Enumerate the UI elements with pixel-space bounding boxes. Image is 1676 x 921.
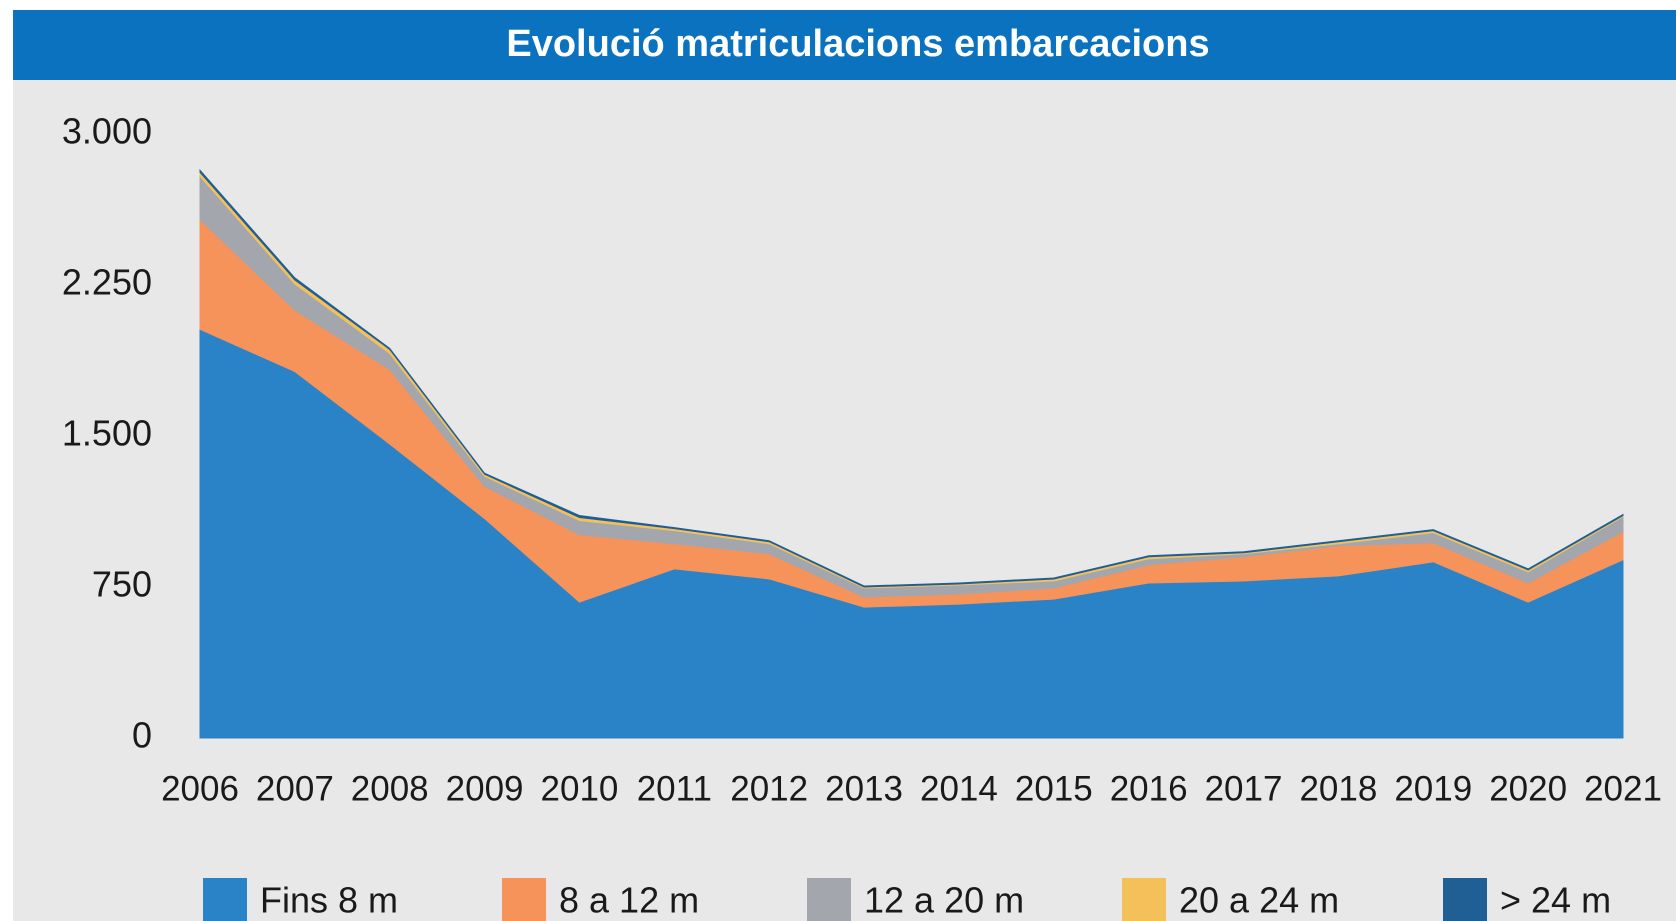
x-tick-label: 2014 (920, 769, 998, 808)
legend-label: Fins 8 m (260, 880, 398, 921)
area (199, 168, 1624, 588)
x-tick-label: 2017 (1205, 769, 1283, 808)
x-tick-label: 2021 (1584, 769, 1662, 808)
legend-swatch (203, 878, 247, 921)
x-tick-label: 2008 (351, 769, 429, 808)
legend-label: 20 a 24 m (1179, 880, 1339, 921)
x-tick-label: 2011 (637, 769, 712, 808)
legend-label: 12 a 20 m (864, 880, 1024, 921)
legend-label: > 24 m (1500, 880, 1611, 921)
x-tick-label: 2015 (1015, 769, 1093, 808)
title-bar (13, 10, 1676, 80)
chart-title: Evolució matriculacions embarcacions (506, 23, 1209, 65)
x-tick-label: 2006 (161, 769, 239, 808)
x-tick-label: 2013 (825, 769, 903, 808)
x-tick-label: 2012 (730, 769, 808, 808)
y-tick-label: 750 (92, 564, 152, 605)
x-tick-label: 2018 (1299, 769, 1377, 808)
x-tick-label: 2016 (1110, 769, 1188, 808)
legend-swatch (502, 878, 546, 921)
x-tick-label: 2009 (446, 769, 524, 808)
x-tick-label: 2019 (1394, 769, 1472, 808)
y-tick-label: 1.500 (62, 413, 152, 454)
legend-swatch (807, 878, 851, 921)
x-tick-label: 2010 (541, 769, 619, 808)
x-tick-label: 2020 (1489, 769, 1567, 808)
legend-swatch (1122, 878, 1166, 921)
legend-swatch (1443, 878, 1487, 921)
x-tick-label: 2007 (256, 769, 334, 808)
y-tick-label: 3.000 (62, 111, 152, 152)
y-tick-label: 2.250 (62, 262, 152, 303)
y-tick-label: 0 (132, 715, 152, 756)
legend-label: 8 a 12 m (559, 880, 699, 921)
